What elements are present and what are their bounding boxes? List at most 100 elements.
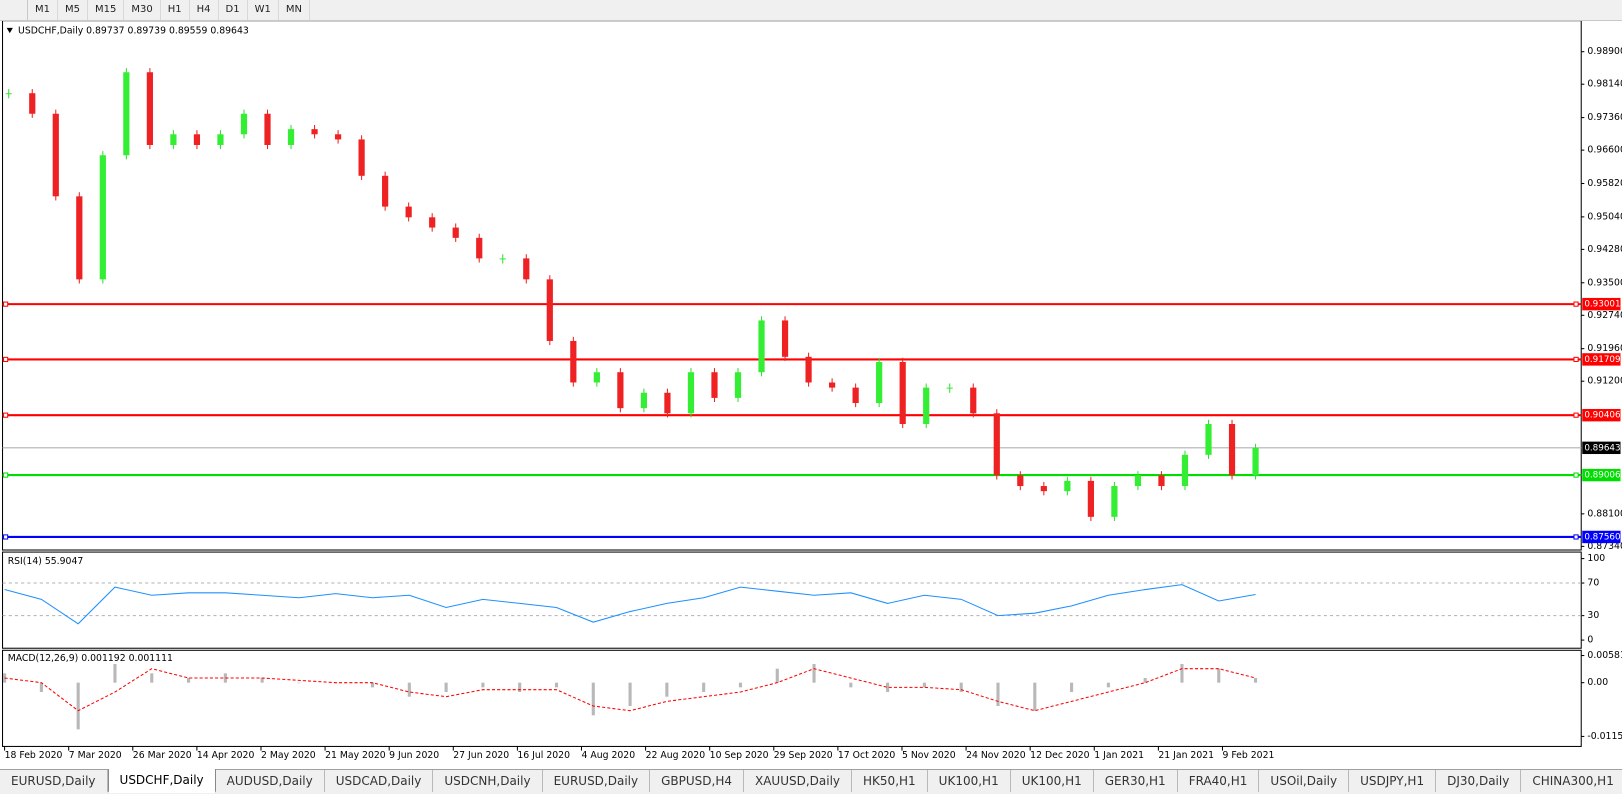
candle xyxy=(1111,486,1118,517)
x-tick-label: 7 Mar 2020 xyxy=(69,750,122,761)
macd-panel xyxy=(2,649,1582,747)
chart-tab[interactable]: USDCNH,Daily xyxy=(433,770,543,792)
timeframe-button[interactable]: H4 xyxy=(190,0,219,20)
rsi-tick-label: 100 xyxy=(1587,553,1605,564)
chart-tab[interactable]: EURUSD,Daily xyxy=(543,770,651,792)
x-tick-label: 21 May 2020 xyxy=(325,750,386,761)
timeframe-button[interactable]: M30 xyxy=(124,0,161,20)
timeframe-button[interactable]: M5 xyxy=(58,0,88,20)
x-tick-label: 24 Nov 2020 xyxy=(966,750,1026,761)
timeframe-button[interactable]: H1 xyxy=(161,0,190,20)
macd-label: MACD(12,26,9) 0.001192 0.001111 xyxy=(8,653,173,664)
chart-tab[interactable]: HK50,H1 xyxy=(852,770,928,792)
macd-bar xyxy=(886,682,890,693)
chart-tab[interactable]: CHINA300,H1 xyxy=(1521,770,1622,792)
chart-tab[interactable]: FRA40,H1 xyxy=(1178,770,1260,792)
level-handle xyxy=(3,301,9,307)
candle xyxy=(264,113,271,145)
level-label: 0.87560 xyxy=(1584,532,1620,542)
candle xyxy=(334,134,342,140)
candle xyxy=(1158,475,1165,487)
candle xyxy=(29,93,36,114)
level-handle xyxy=(3,356,9,363)
chart-tab[interactable]: USDCHF,Daily xyxy=(107,769,216,793)
candle xyxy=(452,227,459,238)
candle xyxy=(52,113,59,197)
macd-bar xyxy=(1180,664,1184,683)
candle xyxy=(1181,454,1189,487)
rsi-label: RSI(14) 55.9047 xyxy=(8,556,84,567)
candle xyxy=(1040,486,1047,492)
level-handle xyxy=(1573,356,1579,363)
collapse-arrow xyxy=(6,27,13,34)
macd-bar xyxy=(3,673,7,683)
candle xyxy=(429,217,436,228)
candle xyxy=(523,258,530,280)
candle xyxy=(899,361,906,424)
candle xyxy=(687,372,695,414)
timeframe-button[interactable]: M15 xyxy=(88,0,125,20)
candle xyxy=(546,279,553,341)
chart-tab[interactable]: UK100,H1 xyxy=(928,770,1011,792)
candle xyxy=(664,392,671,414)
level-handle xyxy=(3,534,9,540)
x-tick-label: 4 Aug 2020 xyxy=(581,750,635,761)
level-handle xyxy=(3,412,9,418)
chart-tab[interactable]: USOil,Daily xyxy=(1259,770,1350,792)
chart-tab[interactable]: EURUSD,Daily xyxy=(0,770,108,792)
timeframe-button[interactable]: MN xyxy=(279,0,310,20)
macd-tick-label: 0.00 xyxy=(1587,677,1608,688)
macd-tick-label: 0.005818 xyxy=(1587,650,1622,661)
candle xyxy=(1252,447,1259,476)
x-tick-label: 22 Aug 2020 xyxy=(646,750,706,761)
chart-tab[interactable]: USDCAD,Daily xyxy=(325,770,434,792)
candle xyxy=(99,155,106,280)
rsi-tick-label: 0 xyxy=(1587,635,1593,646)
chart-tab[interactable]: UK100,H1 xyxy=(1011,770,1094,792)
x-tick-label: 9 Feb 2021 xyxy=(1222,750,1274,761)
x-tick-label: 26 Mar 2020 xyxy=(133,750,192,761)
x-tick-label: 27 Jun 2020 xyxy=(453,750,509,761)
timeframe-button[interactable]: M1 xyxy=(28,0,58,20)
macd-bar xyxy=(76,682,80,730)
macd-bar xyxy=(407,682,411,697)
macd-bar xyxy=(665,682,669,697)
chart-tab[interactable]: USDJPY,H1 xyxy=(1349,770,1437,792)
macd-bar xyxy=(113,664,117,683)
candle xyxy=(617,372,624,409)
chart-tab[interactable]: GER30,H1 xyxy=(1094,770,1178,792)
x-tick-label: 9 Jun 2020 xyxy=(389,750,439,761)
candle xyxy=(876,361,883,404)
macd-bar xyxy=(591,682,595,716)
candle xyxy=(146,72,153,145)
candle xyxy=(758,320,765,373)
macd-bar xyxy=(223,673,227,683)
candle xyxy=(240,113,248,135)
timeframe-button[interactable]: W1 xyxy=(248,0,279,20)
macd-bar xyxy=(1106,682,1110,688)
timeframe-button[interactable]: D1 xyxy=(219,0,248,20)
macd-bar xyxy=(260,678,264,683)
candle xyxy=(476,237,483,259)
macd-bar xyxy=(849,682,853,688)
chart-tab[interactable]: AUDUSD,Daily xyxy=(216,770,325,792)
level-handle xyxy=(1573,534,1579,540)
chart-tab[interactable]: XAUUSD,Daily xyxy=(744,770,853,792)
rsi-line xyxy=(4,584,1256,625)
chart-tab[interactable]: GBPUSD,H4 xyxy=(650,770,744,792)
x-tick-label: 10 Sep 2020 xyxy=(710,750,769,761)
level-label: 0.89643 xyxy=(1584,443,1620,453)
chart-tab[interactable]: DJ30,Daily xyxy=(1436,770,1522,792)
toolbar-icon[interactable] xyxy=(0,0,28,20)
rsi-tick-label: 70 xyxy=(1587,578,1599,589)
